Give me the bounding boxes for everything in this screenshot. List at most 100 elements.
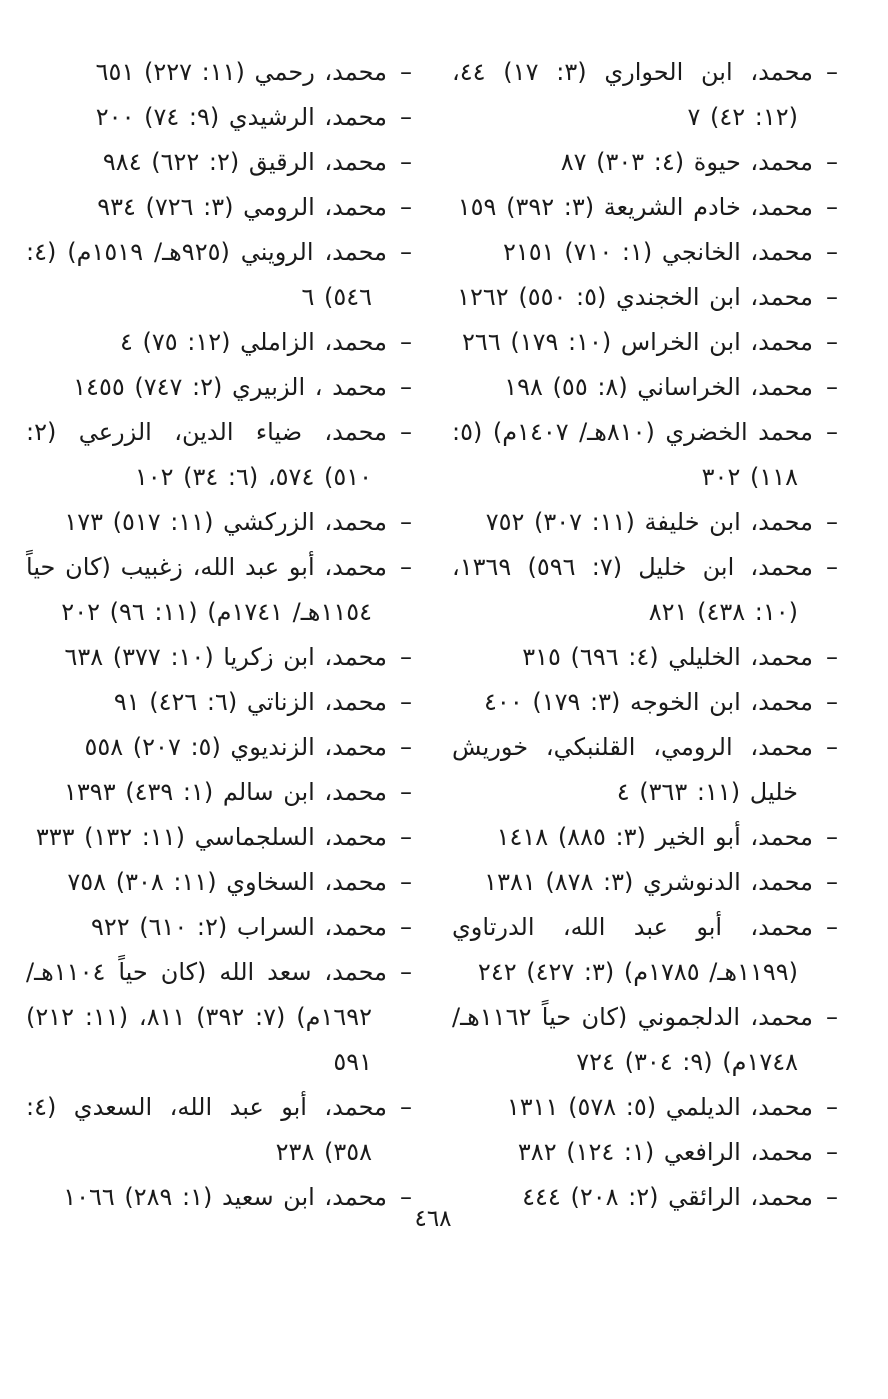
entry-dash: – bbox=[826, 373, 838, 401]
entry-dash: – bbox=[400, 148, 412, 176]
entry-dash: – bbox=[400, 913, 412, 941]
entry-text: محمد، خادم الشريعة (٣: ٣٩٢) ١٥٩ bbox=[457, 193, 813, 221]
entry-dash: – bbox=[400, 418, 412, 446]
entry-dash: – bbox=[400, 508, 412, 536]
index-entry: –محمد، الرويني (٩٢٥هـ/ ١٥١٩م) (٤: ٥٤٦) ٦ bbox=[26, 230, 412, 320]
index-entry: –محمد ، الزبيري (٢: ٧٤٧) ١٤٥٥ bbox=[26, 365, 412, 410]
entry-dash: – bbox=[400, 58, 412, 86]
index-entry: –محمد، الرافعي (١: ١٢٤) ٣٨٢ bbox=[452, 1130, 838, 1175]
entry-dash: – bbox=[400, 103, 412, 131]
index-entry: –محمد، الرقيق (٢: ٦٢٢) ٩٨٤ bbox=[26, 140, 412, 185]
index-entry: –محمد، الزنديوي (٥: ٢٠٧) ٥٥٨ bbox=[26, 725, 412, 770]
entry-text: محمد، الرائقي (٢: ٢٠٨) ٤٤٤ bbox=[522, 1183, 813, 1211]
entry-dash: – bbox=[826, 328, 838, 356]
entry-dash: – bbox=[826, 553, 838, 581]
entry-text: محمد، ابن الخجندي (٥: ٥٥٠) ١٢٦٢ bbox=[457, 283, 813, 311]
entry-text: محمد، السلجماسي (١١: ١٣٢) ٣٣٣ bbox=[35, 823, 387, 851]
index-entry: –محمد، الزركشي (١١: ٥١٧) ١٧٣ bbox=[26, 500, 412, 545]
index-entry: –محمد، ضياء الدين، الزرعي (٢: ٥١٠) ٥٧٤، … bbox=[26, 410, 412, 500]
entry-dash: – bbox=[826, 733, 838, 761]
entry-text: محمد، ابن خليفة (١١: ٣٠٧) ٧٥٢ bbox=[485, 508, 813, 536]
entry-text: محمد، الرشيدي (٩: ٧٤) ٢٠٠ bbox=[95, 103, 387, 131]
index-entry: –محمد، الرومي، القلنبكي، خوريش خليل (١١:… bbox=[452, 725, 838, 815]
index-entry: –محمد، الديلمي (٥: ٥٧٨) ١٣١١ bbox=[452, 1085, 838, 1130]
entry-text: محمد، الرافعي (١: ١٢٤) ٣٨٢ bbox=[517, 1138, 813, 1166]
index-entry: –محمد، الرشيدي (٩: ٧٤) ٢٠٠ bbox=[26, 95, 412, 140]
index-entry: –محمد، ابن خليفة (١١: ٣٠٧) ٧٥٢ bbox=[452, 500, 838, 545]
entry-dash: – bbox=[826, 913, 838, 941]
index-entry: –محمد، ابن خليل (٧: ٥٩٦) ١٣٦٩، (١٠: ٤٣٨)… bbox=[452, 545, 838, 635]
index-entry: –محمد، الخليلي (٤: ٦٩٦) ٣١٥ bbox=[452, 635, 838, 680]
entries-column-left: –محمد، رحمي (١١: ٢٢٧) ٦٥١ –محمد، الرشيدي… bbox=[26, 50, 412, 1220]
entry-dash: – bbox=[400, 238, 413, 266]
index-entry: –محمد، ابن الخوجه (٣: ١٧٩) ٤٠٠ bbox=[452, 680, 838, 725]
entry-dash: – bbox=[400, 778, 412, 806]
entry-text: محمد، الخليلي (٤: ٦٩٦) ٣١٥ bbox=[522, 643, 813, 671]
entry-text: محمد، ابن الخوجه (٣: ١٧٩) ٤٠٠ bbox=[484, 688, 813, 716]
entry-dash: – bbox=[826, 148, 838, 176]
entry-text: محمد، السراب (٢: ٦١٠) ٩٢٢ bbox=[90, 913, 387, 941]
entry-text: محمد، الخانجي (١: ٧١٠) ٢١٥١ bbox=[503, 238, 813, 266]
entry-text: محمد، ابن سعيد (١: ٢٨٩) ١٠٦٦ bbox=[63, 1183, 387, 1211]
entry-dash: – bbox=[400, 1093, 412, 1121]
entry-dash: – bbox=[826, 1138, 838, 1166]
entry-text: محمد، رحمي (١١: ٢٢٧) ٦٥١ bbox=[95, 58, 387, 86]
entry-text: محمد، الخراساني (٨: ٥٥) ١٩٨ bbox=[504, 373, 813, 401]
entry-text: محمد، أبو عبد الله، الدرتاوي (١١٩٩هـ/ ١٧… bbox=[452, 913, 813, 986]
entry-dash: – bbox=[826, 823, 838, 851]
index-entry: –محمد، الدلجموني (كان حياً ١١٦٢هـ/ ١٧٤٨م… bbox=[452, 995, 838, 1085]
entry-text: محمد، أبو عبد الله، السعدي (٤: ٣٥٨) ٢٣٨ bbox=[26, 1093, 387, 1166]
index-entry: –محمد، أبو عبد الله، السعدي (٤: ٣٥٨) ٢٣٨ bbox=[26, 1085, 412, 1175]
index-entry: –محمد، ابن الخراس (١٠: ١٧٩) ٢٦٦ bbox=[452, 320, 838, 365]
entry-dash: – bbox=[825, 418, 838, 446]
entry-text: محمد، الرويني (٩٢٥هـ/ ١٥١٩م) (٤: ٥٤٦) ٦ bbox=[26, 238, 388, 311]
entry-text: محمد، الزناتي (٦: ٤٢٦) ٩١ bbox=[113, 688, 387, 716]
index-entry: –محمد، السخاوي (١١: ٣٠٨) ٧٥٨ bbox=[26, 860, 412, 905]
entry-dash: – bbox=[400, 1183, 412, 1211]
index-entry: –محمد، حيوة (٤: ٣٠٣) ٨٧ bbox=[452, 140, 838, 185]
entry-dash: – bbox=[826, 1093, 838, 1121]
index-entry: –محمد، الزاملي (١٢: ٧٥) ٤ bbox=[26, 320, 412, 365]
index-entry: –محمد، سعد الله (كان حياً ١١٠٤هـ/ ١٦٩٢م)… bbox=[26, 950, 412, 1085]
entry-dash: – bbox=[825, 58, 838, 86]
index-entry: –محمد، الخانجي (١: ٧١٠) ٢١٥١ bbox=[452, 230, 838, 275]
entry-dash: – bbox=[400, 643, 412, 671]
entry-text: محمد الخضري (٨١٠هـ/ ١٤٠٧م) (٥: ١١٨) ٣٠٢ bbox=[452, 418, 813, 491]
index-entry: –محمد، الخراساني (٨: ٥٥) ١٩٨ bbox=[452, 365, 838, 410]
entry-text: محمد ، الزبيري (٢: ٧٤٧) ١٤٥٥ bbox=[73, 373, 387, 401]
index-entry: –محمد، الدنوشري (٣: ٨٧٨) ١٣٨١ bbox=[452, 860, 838, 905]
entry-text: محمد، أبو الخير (٣: ٨٨٥) ١٤١٨ bbox=[496, 823, 813, 851]
entry-text: محمد، الزنديوي (٥: ٢٠٧) ٥٥٨ bbox=[84, 733, 387, 761]
entry-dash: – bbox=[400, 823, 412, 851]
entry-text: محمد، ضياء الدين، الزرعي (٢: ٥١٠) ٥٧٤، (… bbox=[26, 418, 387, 491]
entry-dash: – bbox=[400, 868, 412, 896]
entry-dash: – bbox=[826, 238, 838, 266]
index-entry: –محمد، أبو عبد الله، الدرتاوي (١١٩٩هـ/ ١… bbox=[452, 905, 838, 995]
entries-column-right: –محمد، ابن الحواري (٣: ١٧) ٤٤، (١٢: ٤٢) … bbox=[452, 50, 838, 1220]
entry-text: محمد، حيوة (٤: ٣٠٣) ٨٧ bbox=[560, 148, 813, 176]
entry-dash: – bbox=[400, 688, 412, 716]
entry-dash: – bbox=[826, 643, 838, 671]
entry-text: محمد، الزاملي (١٢: ٧٥) ٤ bbox=[119, 328, 387, 356]
entry-dash: – bbox=[826, 283, 838, 311]
entry-dash: – bbox=[400, 373, 412, 401]
entry-text: محمد، السخاوي (١١: ٣٠٨) ٧٥٨ bbox=[67, 868, 387, 896]
entry-text: محمد، الزركشي (١١: ٥١٧) ١٧٣ bbox=[64, 508, 387, 536]
entry-dash: – bbox=[400, 328, 412, 356]
index-entry: –محمد، الرائقي (٢: ٢٠٨) ٤٤٤ bbox=[452, 1175, 838, 1220]
entry-dash: – bbox=[400, 553, 412, 581]
index-entry: –محمد، الرومي (٣: ٧٢٦) ٩٣٤ bbox=[26, 185, 412, 230]
index-entry: –محمد، أبو عبد الله، زغبيب (كان حياً ١١٥… bbox=[26, 545, 412, 635]
entry-dash: – bbox=[826, 1003, 838, 1031]
entry-dash: – bbox=[400, 733, 412, 761]
entry-dash: – bbox=[826, 688, 838, 716]
entry-dash: – bbox=[826, 508, 838, 536]
index-entry: –محمد، السلجماسي (١١: ١٣٢) ٣٣٣ bbox=[26, 815, 412, 860]
entry-text: محمد، الرقيق (٢: ٦٢٢) ٩٨٤ bbox=[102, 148, 387, 176]
entry-text: محمد، الرومي (٣: ٧٢٦) ٩٣٤ bbox=[97, 193, 387, 221]
entry-text: محمد، ابن الخراس (١٠: ١٧٩) ٢٦٦ bbox=[462, 328, 813, 356]
index-entry: –محمد الخضري (٨١٠هـ/ ١٤٠٧م) (٥: ١١٨) ٣٠٢ bbox=[452, 410, 838, 500]
index-entry: –محمد، السراب (٢: ٦١٠) ٩٢٢ bbox=[26, 905, 412, 950]
entry-text: محمد، الديلمي (٥: ٥٧٨) ١٣١١ bbox=[506, 1093, 813, 1121]
